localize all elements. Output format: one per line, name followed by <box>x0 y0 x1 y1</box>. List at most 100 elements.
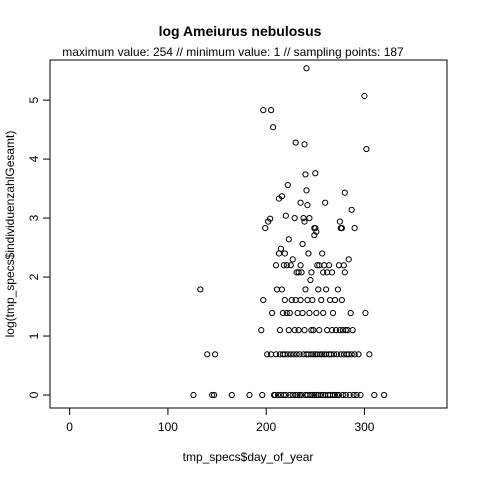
data-point <box>302 171 309 178</box>
data-point <box>259 391 266 399</box>
data-point <box>293 351 300 358</box>
data-point <box>320 309 327 317</box>
data-point <box>296 351 303 358</box>
data-point <box>303 65 310 72</box>
x-axis-label: tmp_specs$day_of_year <box>183 450 314 464</box>
data-point <box>271 391 279 399</box>
data-point <box>337 351 344 358</box>
data-point <box>246 391 253 399</box>
data-point <box>323 286 330 293</box>
data-point <box>347 309 354 317</box>
chart-subtitle: maximum value: 254 // minimum value: 1 /… <box>62 45 404 59</box>
data-point <box>294 391 301 399</box>
data-point <box>348 351 355 358</box>
data-point <box>228 391 235 399</box>
data-point <box>335 391 343 399</box>
data-point <box>308 351 315 358</box>
data-point <box>333 351 341 358</box>
data-point <box>339 391 346 399</box>
data-point <box>292 139 299 146</box>
data-point <box>327 351 335 358</box>
x-tick-label: 0 <box>66 420 73 434</box>
data-point <box>268 309 276 317</box>
data-point <box>342 327 349 334</box>
x-tick-label: 200 <box>256 420 276 434</box>
data-point <box>329 309 337 317</box>
data-point <box>342 391 349 399</box>
data-point <box>301 218 308 225</box>
data-point <box>357 391 364 399</box>
data-point <box>280 262 287 269</box>
data-point <box>308 269 315 276</box>
data-point <box>348 206 355 213</box>
data-point <box>310 327 317 334</box>
y-axis: 0 1 2 3 4 5 <box>27 96 51 398</box>
data-point <box>314 262 321 269</box>
data-point <box>313 309 320 317</box>
data-point <box>291 214 298 222</box>
y-axis-label: log(tmp_specs$individuenzahlGesamt) <box>3 131 17 338</box>
data-point <box>311 391 318 399</box>
data-point <box>272 351 280 358</box>
data-point <box>338 296 345 304</box>
data-point <box>353 391 360 399</box>
y-tick-label: 1 <box>27 332 41 339</box>
data-point <box>319 351 326 358</box>
data-point <box>346 391 353 399</box>
data-point <box>302 286 309 293</box>
chart-title: log Ameiurus nebulosus <box>159 23 322 39</box>
data-point <box>209 391 216 399</box>
data-point <box>331 296 339 304</box>
y-tick-label: 4 <box>27 155 41 162</box>
data-point <box>310 351 317 358</box>
data-point <box>351 225 358 232</box>
data-point <box>303 187 310 194</box>
y-tick-label: 5 <box>27 96 41 103</box>
data-point <box>301 141 308 148</box>
data-point <box>284 181 291 189</box>
data-point <box>308 327 315 334</box>
data-point <box>287 351 294 358</box>
data-point <box>338 225 345 232</box>
data-point <box>284 351 291 358</box>
data-point <box>319 250 326 257</box>
data-point <box>331 391 339 399</box>
data-point <box>334 286 342 293</box>
data-point <box>260 296 267 304</box>
data-point <box>312 225 319 232</box>
data-point <box>381 391 388 399</box>
data-point <box>282 212 289 219</box>
data-point <box>307 276 314 284</box>
data-point <box>197 286 204 293</box>
data-point <box>328 327 336 334</box>
data-point <box>336 327 343 334</box>
data-point <box>325 262 333 269</box>
data-point <box>190 391 197 399</box>
data-point <box>320 269 327 276</box>
data-point <box>298 391 305 399</box>
data-point <box>361 92 368 100</box>
y-tick-label: 0 <box>27 391 41 398</box>
data-point <box>281 296 288 304</box>
data-point <box>279 309 286 317</box>
data-point <box>328 269 336 276</box>
data-point <box>277 245 285 252</box>
points-layer <box>190 65 388 399</box>
data-point <box>299 240 306 248</box>
data-point <box>297 262 304 269</box>
data-point <box>307 391 314 399</box>
data-point <box>281 351 288 358</box>
data-point <box>333 391 341 399</box>
data-point <box>285 327 292 334</box>
data-point <box>351 351 358 358</box>
data-point <box>262 225 269 232</box>
data-point <box>318 296 325 304</box>
data-point <box>269 124 277 131</box>
data-point <box>283 262 290 269</box>
data-point <box>341 269 348 276</box>
data-point <box>317 351 324 358</box>
data-point <box>306 214 313 222</box>
data-point <box>300 214 307 222</box>
data-point <box>366 351 373 358</box>
data-point <box>299 309 306 317</box>
